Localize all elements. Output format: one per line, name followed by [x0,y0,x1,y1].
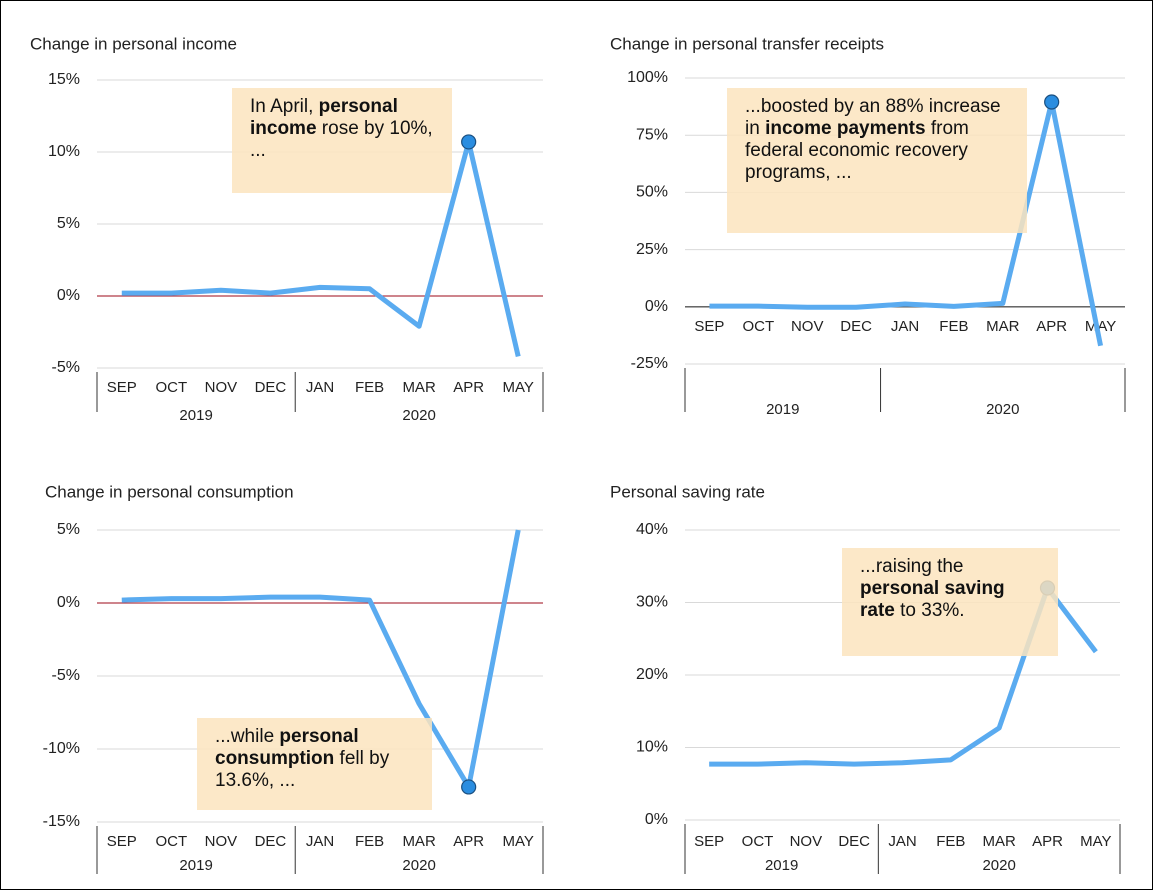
x-tick-label: APR [453,833,484,850]
annotation: ...while personal consumption fell by 13… [197,718,432,810]
y-tick-label: -5% [52,667,80,684]
y-tick-label: -10% [43,740,80,757]
chart-title: Change in personal consumption [45,482,294,501]
x-tick-label: NOV [790,833,823,850]
x-tick-label: DEC [838,833,870,850]
x-tick-label: FEB [355,379,384,396]
y-tick-label: 40% [636,521,668,538]
y-tick-label: 0% [57,287,80,304]
y-tick-label: 5% [57,521,80,538]
chart-title: Change in personal transfer receipts [610,34,884,53]
y-tick-label: 25% [636,241,668,258]
y-tick-label: 50% [636,184,668,201]
x-tick-label: MAR [982,833,1016,850]
y-tick-label: -5% [52,359,80,376]
chart-title: Personal saving rate [610,482,765,501]
annotation-text: ...while [215,726,280,747]
x-tick-label: MAY [503,379,534,396]
x-tick-label: APR [1036,318,1067,335]
group-label: 2019 [179,407,212,424]
annotation: ...raising the personal saving rate to 3… [842,548,1058,656]
annotation-text: to 33%. [894,600,965,621]
annotation-text: personal consumption [215,726,364,769]
y-tick-label: 5% [57,215,80,232]
x-tick-label: MAY [1085,318,1116,335]
group-label: 2020 [986,401,1019,418]
x-tick-label: FEB [936,833,965,850]
x-tick-label: OCT [742,833,774,850]
x-tick-label: NOV [791,318,824,335]
annotation: In April, personal income rose by 10%, .… [232,88,452,193]
x-tick-label: OCT [155,833,187,850]
x-tick-label: MAR [402,379,436,396]
highlight-marker [1044,94,1060,110]
x-tick-label: DEC [840,318,872,335]
x-tick-label: OCT [155,379,187,396]
y-tick-label: 10% [48,143,80,160]
x-tick-label: APR [1032,833,1063,850]
y-tick-label: 100% [627,69,668,86]
group-label: 2019 [766,401,799,418]
data-line [709,99,1104,347]
x-tick-label: MAR [402,833,436,850]
y-tick-label: 0% [645,811,668,828]
annotation-text: personal saving rate [860,578,1010,621]
annotation-text: from federal economic recovery programs,… [745,118,975,183]
x-tick-label: JAN [891,318,919,335]
annotation-text: rose by 10%, ... [250,118,438,161]
group-label: 2019 [765,857,798,874]
data-line [121,139,521,358]
x-tick-label: MAY [503,833,534,850]
x-tick-label: NOV [205,379,238,396]
y-tick-label: 75% [636,126,668,143]
y-tick-label: 20% [636,666,668,683]
annotation-text: personal income [250,96,404,139]
y-tick-label: -25% [631,355,668,372]
annotation-text: ...raising the [860,556,969,577]
x-tick-label: SEP [694,318,724,335]
annotation-text: ...boosted by an 88% increase in [745,96,1006,139]
highlight-marker [461,134,477,150]
y-tick-label: 0% [645,298,668,315]
x-tick-label: SEP [107,379,137,396]
y-tick-label: 0% [57,594,80,611]
x-tick-label: NOV [205,833,238,850]
x-tick-label: JAN [306,379,334,396]
x-tick-label: FEB [939,318,968,335]
x-tick-label: DEC [255,379,287,396]
group-label: 2020 [402,407,435,424]
annotation-text: In April, [250,96,319,117]
x-tick-label: SEP [694,833,724,850]
data-line [121,529,521,790]
y-tick-label: 10% [636,739,668,756]
y-tick-label: 30% [636,594,668,611]
group-label: 2020 [982,857,1015,874]
x-tick-label: OCT [742,318,774,335]
chart-title: Change in personal income [30,34,237,53]
annotation-text: fell by 13.6%, ... [215,748,395,791]
x-tick-label: MAR [986,318,1020,335]
x-tick-label: DEC [255,833,287,850]
annotation: ...boosted by an 88% increase in income … [727,88,1027,233]
x-tick-label: SEP [107,833,137,850]
x-tick-label: FEB [355,833,384,850]
x-tick-label: MAY [1080,833,1111,850]
y-tick-label: 15% [48,71,80,88]
group-label: 2019 [179,857,212,874]
annotation-text: income payments [765,118,926,139]
x-tick-label: JAN [888,833,916,850]
highlight-marker [461,779,477,795]
x-tick-label: JAN [306,833,334,850]
y-tick-label: -15% [43,813,80,830]
x-tick-label: APR [453,379,484,396]
group-label: 2020 [402,857,435,874]
